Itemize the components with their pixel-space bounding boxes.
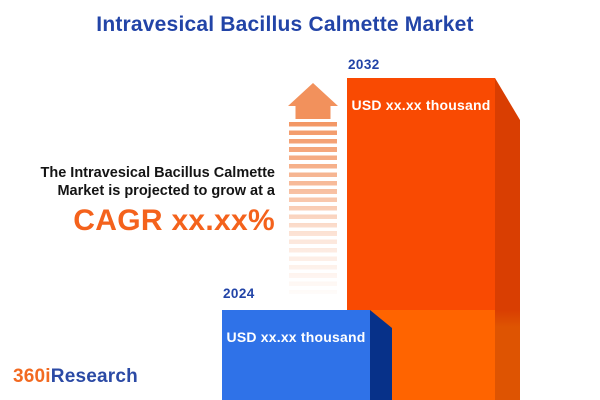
annotation-line-2: Market is projected to grow at a: [57, 183, 275, 199]
logo-prefix: 360i: [13, 366, 51, 387]
page-title: Intravesical Bacillus Calmette Market: [96, 13, 474, 36]
bar-2024-face: [222, 310, 370, 400]
logo-360iresearch: 360iResearch: [13, 366, 138, 388]
bar-year-label-2032: 2032: [348, 57, 380, 72]
cagr-value: CAGR xx.xx%: [73, 204, 275, 237]
growth-arrow-icon: [288, 83, 338, 294]
arrow-up-icon: [288, 83, 338, 119]
bar-2024: USD xx.xx thousand: [222, 310, 392, 400]
logo-suffix: Research: [50, 366, 138, 387]
annotation-line-1: The Intravesical Bacillus Calmette: [40, 165, 275, 181]
bar-year-label-2024: 2024: [223, 286, 255, 301]
bar-2032-side-bevel: [495, 78, 520, 400]
arrow-stripes: [289, 122, 337, 294]
annotation-block: The Intravesical Bacillus Calmette Marke…: [0, 164, 275, 237]
bar-2024-value-label: USD xx.xx thousand: [226, 329, 366, 345]
bar-2032-value-label: USD xx.xx thousand: [351, 97, 491, 113]
bar-2024-side-bevel: [370, 310, 392, 400]
